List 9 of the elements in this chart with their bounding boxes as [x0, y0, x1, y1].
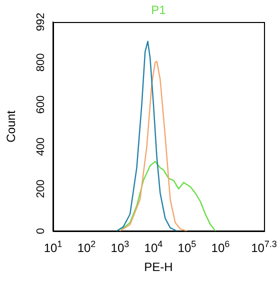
y-axis-title: Count [4, 110, 18, 143]
chart-title: P1 [151, 3, 166, 17]
y-tick-label: 400 [35, 138, 47, 156]
y-tick-label: 600 [35, 95, 47, 114]
y-tick-label: 992 [35, 12, 47, 32]
y-tick-label: 800 [35, 53, 47, 72]
y-tick-label: 200 [35, 180, 47, 198]
y-tick-label: 0 [35, 228, 47, 234]
x-axis-title: PE-H [144, 260, 173, 274]
